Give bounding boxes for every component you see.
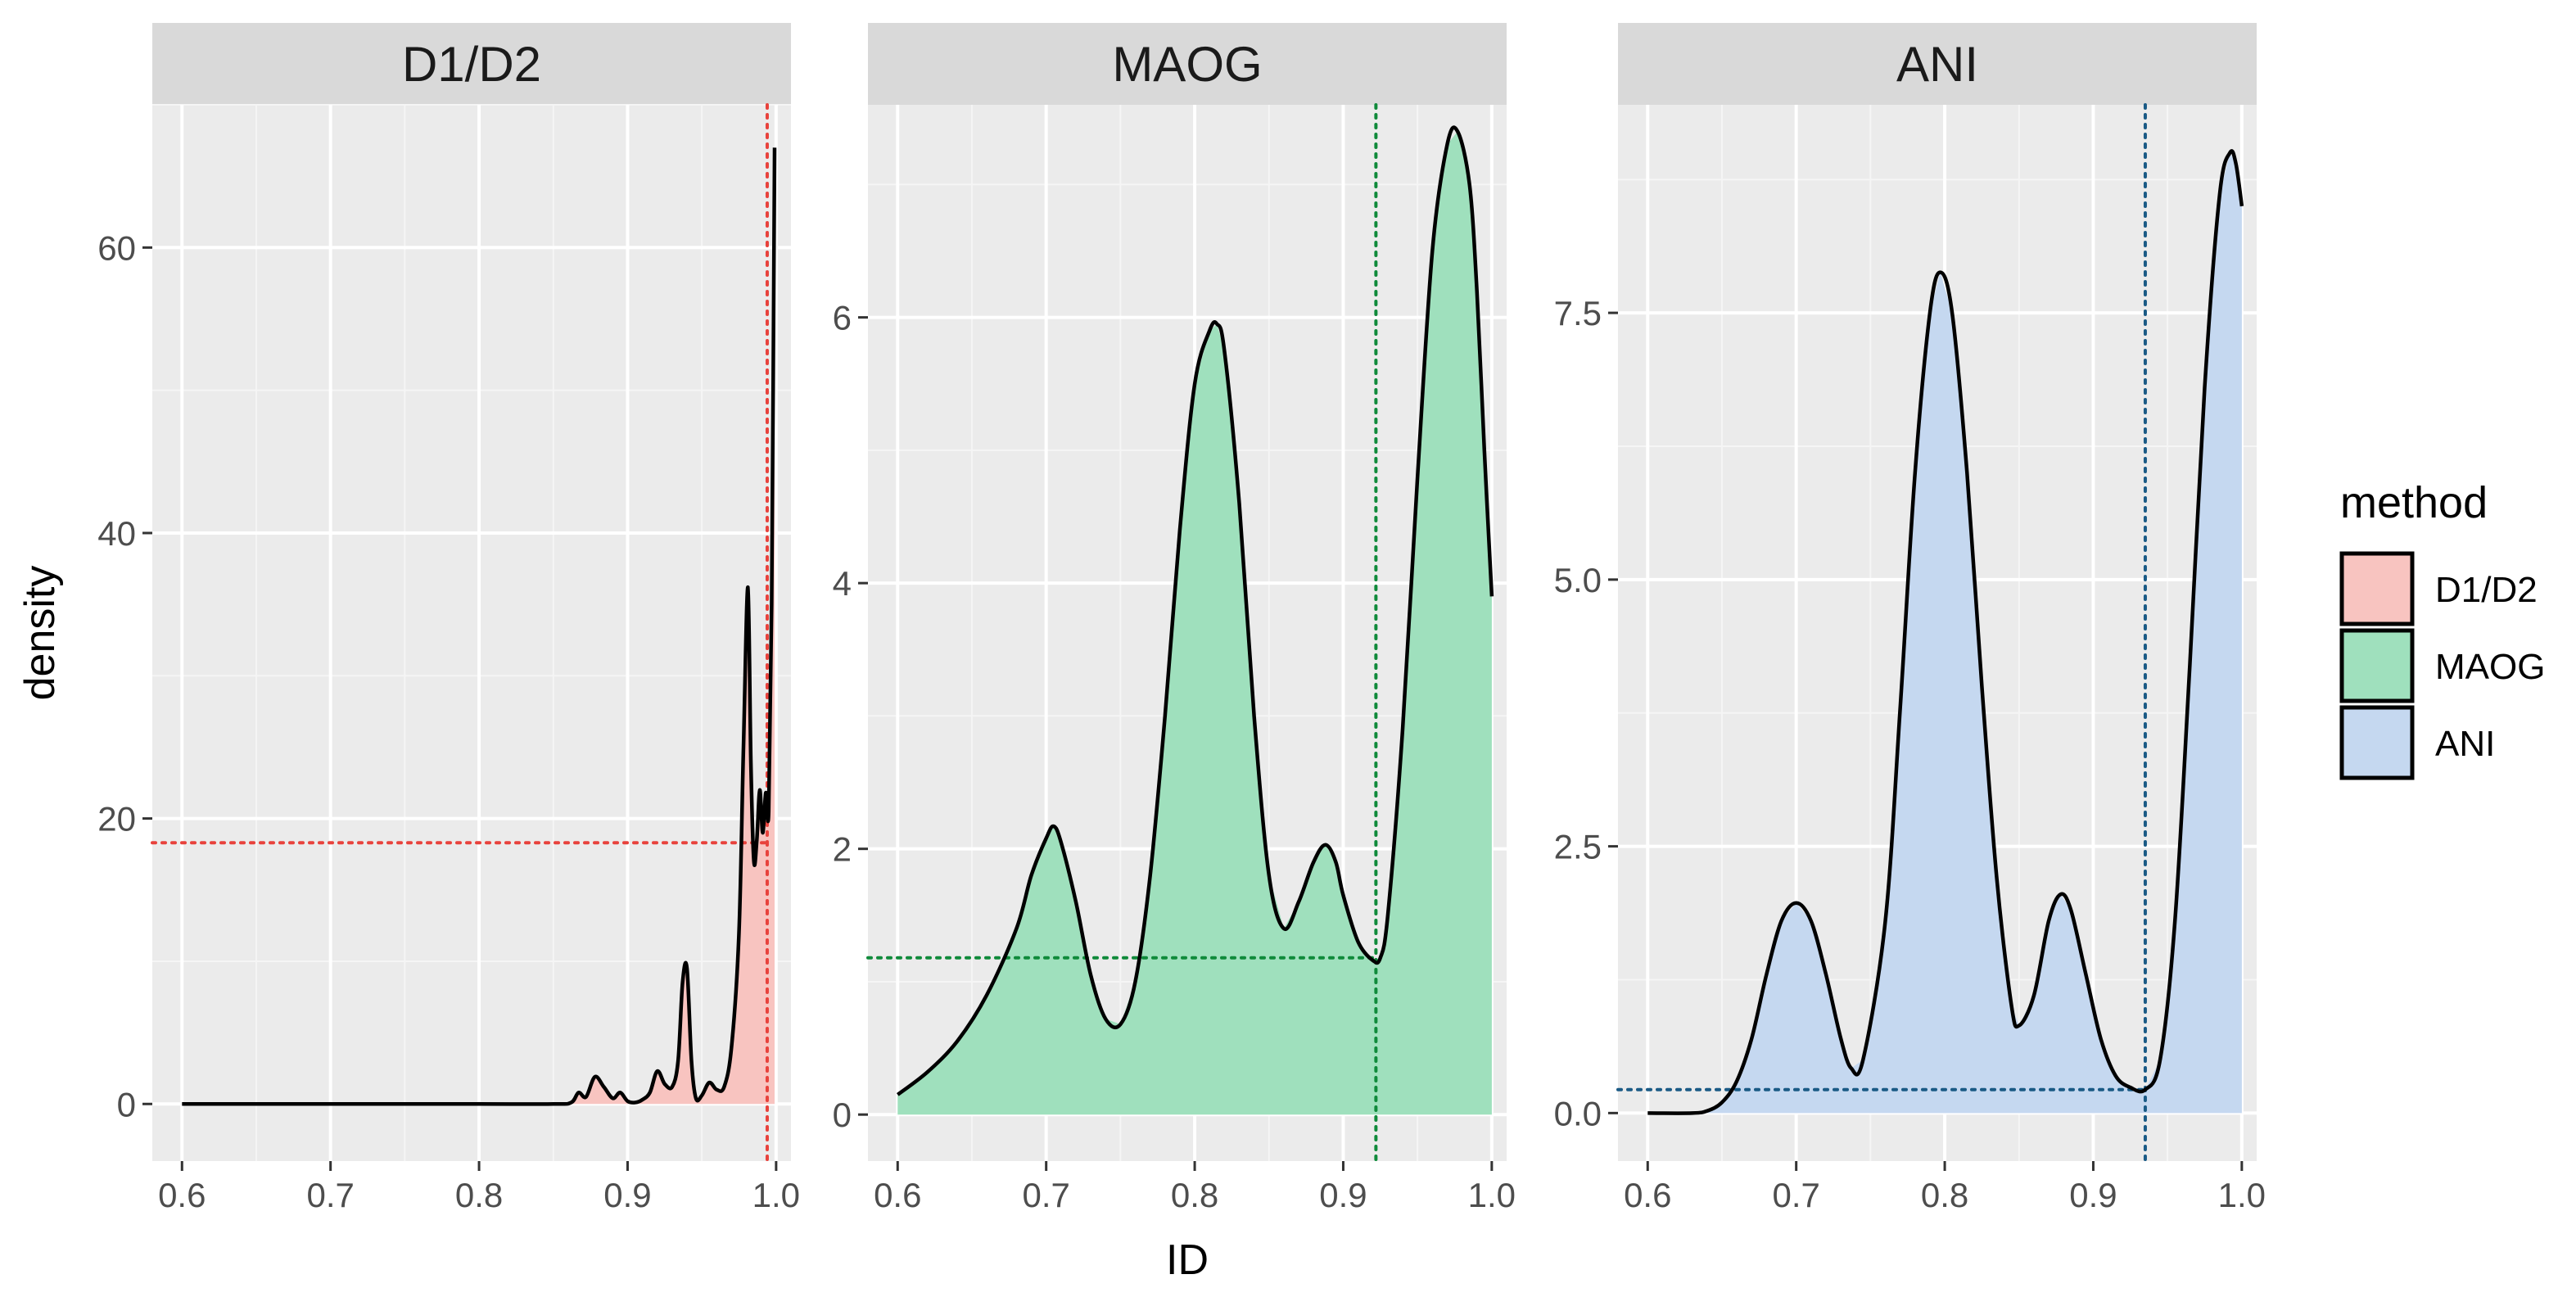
facet-panel-1: D1/D2 0.6 0.7 0.8 0.9 1.0 0 20 40 60	[97, 23, 800, 1214]
legend-label-3: ANI	[2435, 724, 2495, 764]
facet-strip	[152, 23, 791, 105]
x-tick-label: 1.0	[752, 1176, 800, 1214]
x-tick-label: 0.6	[874, 1176, 921, 1214]
legend-label-2: MAOG	[2435, 647, 2545, 687]
y-tick-label: 5.0	[1554, 561, 1602, 599]
y-tick-label: 2.5	[1554, 828, 1602, 866]
x-tick-label: 0.8	[455, 1176, 503, 1214]
facet-strip-label: D1/D2	[402, 37, 541, 92]
x-tick-label: 0.6	[1624, 1176, 1671, 1214]
density-area-3	[1706, 152, 2242, 1114]
x-tick-label: 0.7	[1772, 1176, 1819, 1214]
x-tick-label: 0.8	[1171, 1176, 1218, 1214]
x-tick-label: 1.0	[2218, 1176, 2266, 1214]
y-tick-label: 4	[833, 564, 852, 603]
legend: method D1/D2 MAOG ANI	[2339, 478, 2545, 780]
density-line-1	[182, 147, 777, 1106]
x-tick-label: 0.7	[306, 1176, 354, 1214]
legend-title: method	[2340, 478, 2488, 527]
x-tick-label: 0.7	[1022, 1176, 1069, 1214]
density-line-3	[1647, 149, 2244, 1115]
y-tick-label: 60	[97, 228, 136, 267]
x-tick-label: 0.9	[2069, 1176, 2117, 1214]
y-tick-label: 2	[833, 830, 852, 869]
density-area-2	[897, 131, 1492, 1115]
legend-label-1: D1/D2	[2435, 570, 2538, 610]
panel-background	[152, 105, 791, 1161]
facet-panel-3: ANI 0.6 0.7 0.8 0.9 1.0 0.0 2.5 5.0 7.5	[1554, 23, 2266, 1214]
facet-strip	[868, 23, 1507, 105]
facet-strip-label: ANI	[1896, 37, 1978, 92]
facet-panel-2: MAOG 0.6 0.7 0.8 0.9 1.0 0 2 4 6	[833, 23, 1516, 1214]
legend-key-3	[2339, 705, 2415, 780]
y-tick-label: 7.5	[1554, 294, 1602, 332]
legend-key-2	[2339, 628, 2415, 703]
x-tick-label: 0.6	[158, 1176, 206, 1214]
x-tick-label: 0.9	[1319, 1176, 1367, 1214]
x-axis-title: ID	[1166, 1236, 1209, 1284]
density-line-2	[896, 125, 1494, 1096]
facet-strip	[1618, 23, 2257, 105]
y-tick-label: 6	[833, 299, 852, 337]
x-tick-label: 1.0	[1468, 1176, 1516, 1214]
facet-strip-label: MAOG	[1112, 37, 1262, 92]
y-tick-label: 40	[97, 514, 136, 553]
y-tick-label: 0	[833, 1096, 852, 1134]
y-tick-label: 20	[97, 800, 136, 838]
y-tick-label: 0.0	[1554, 1094, 1602, 1132]
x-tick-label: 0.8	[1921, 1176, 1968, 1214]
legend-key-1	[2339, 551, 2415, 626]
y-tick-label: 0	[117, 1085, 136, 1123]
x-tick-label: 0.9	[603, 1176, 651, 1214]
y-axis-title: density	[16, 566, 64, 701]
